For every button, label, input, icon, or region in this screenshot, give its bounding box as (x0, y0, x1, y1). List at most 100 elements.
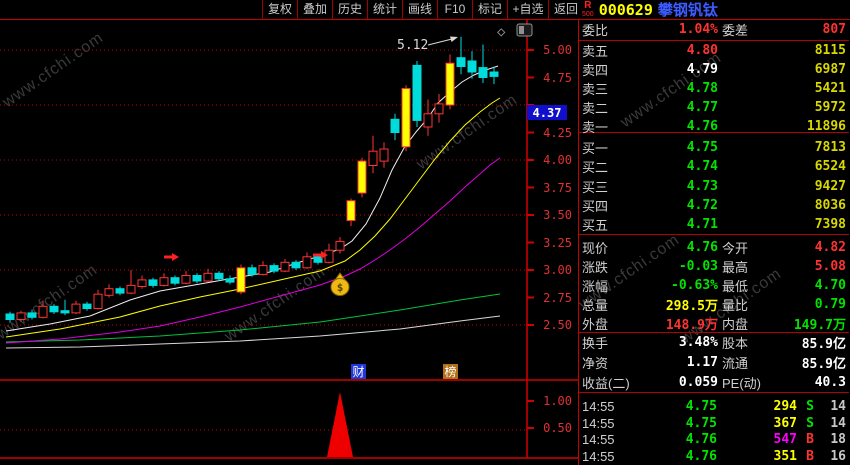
rights-flag: R 500 (582, 0, 594, 19)
toolbar: 复权 叠加 历史 统计 画线 F10 标记 +自选 返回 (0, 0, 850, 20)
sell3-label: 卖三 (582, 82, 609, 97)
svg-text:2.50: 2.50 (543, 318, 572, 332)
current-price-value: 4.76 (686, 240, 718, 255)
tick-time: 14:55 (582, 449, 615, 465)
net-asset-value: 1.17 (686, 355, 718, 370)
sell-row-1[interactable]: 卖一 4.76 11896 (579, 117, 849, 136)
high-label: 最高 (722, 260, 749, 275)
chart-svg: $ 5.12 4.37 5.00 4.75 4.25 4.00 3.75 3.50 3.25… (0, 19, 578, 459)
sell-row-3[interactable]: 卖三 4.78 5421 (579, 79, 849, 98)
sell-row-4[interactable]: 卖四 4.79 6987 (579, 60, 849, 79)
turnover-label: 换手 (582, 336, 609, 352)
tick-volume: 547 (773, 432, 797, 448)
eps-value: 0.059 (678, 374, 718, 390)
flag-r-label: R (584, 0, 592, 11)
buy1-label: 买一 (582, 141, 609, 157)
cai-badge[interactable]: 财 (352, 365, 364, 379)
tick-count: 16 (830, 449, 846, 465)
buy-row-2[interactable]: 买二 4.74 6524 (579, 157, 849, 176)
total-shares-label: 股本 (722, 336, 749, 352)
add-watchlist-button[interactable]: +自选 (507, 0, 548, 19)
buy-row-3[interactable]: 买三 4.73 9427 (579, 176, 849, 195)
tick-row: 14:55 4.75 367 S 14 (579, 415, 849, 432)
buy-signal-arrows (164, 251, 328, 261)
weibi-section: 委比 1.04% 委差 807 (579, 19, 849, 41)
chart-corner-icons: ◇ (497, 23, 533, 40)
change-value: -0.03 (678, 259, 718, 274)
low-label: 最低 (722, 279, 749, 294)
sell3-volume: 5421 (814, 81, 846, 96)
svg-text:$: $ (337, 281, 344, 294)
buy1-volume: 7813 (814, 140, 846, 156)
ma-magenta (5, 157, 501, 344)
restore-rights-button[interactable]: 复权 (262, 0, 297, 19)
history-button[interactable]: 历史 (332, 0, 367, 19)
buy-row-4[interactable]: 买四 4.72 8036 (579, 196, 849, 215)
weicha-label: 委差 (722, 23, 749, 38)
svg-text:4.00: 4.00 (543, 153, 572, 167)
tick-side: B (806, 432, 814, 448)
change-label: 涨跌 (582, 260, 609, 275)
mark-button[interactable]: 标记 (472, 0, 507, 19)
tick-count: 18 (830, 432, 846, 448)
fin-row: 收益(二) 0.059 PE(动) 40.3 (579, 372, 849, 392)
sell-row-2[interactable]: 卖二 4.77 5972 (579, 98, 849, 117)
total-shares-value: 85.9亿 (801, 337, 846, 353)
stat-row: 涨跌 -0.03 最高 5.08 (579, 257, 849, 276)
float-shares-value: 85.9亿 (801, 357, 846, 372)
bang-badge[interactable]: 榜 (444, 364, 456, 379)
sell-row-5[interactable]: 卖五 4.80 8115 (579, 41, 849, 60)
buy2-label: 买二 (582, 160, 609, 176)
fin-row: 换手 3.48% 股本 85.9亿 (579, 333, 849, 353)
tick-list-section: 14:55 4.75 294 S 14 14:55 4.75 367 S 14 … (579, 393, 849, 465)
buy5-volume: 7398 (814, 216, 846, 232)
inner-volume-label: 内盘 (722, 317, 749, 332)
bang-badge-bg[interactable] (443, 364, 458, 379)
stock-name: 攀钢钒钛 (657, 2, 718, 19)
tick-time: 14:55 (582, 398, 615, 414)
buy1-price: 4.75 (686, 140, 718, 156)
tick-side: S (806, 415, 814, 431)
tick-count: 14 (830, 415, 846, 431)
buy-row-1[interactable]: 买一 4.75 7813 (579, 138, 849, 157)
stat-row: 涨幅 -0.63% 最低 4.70 (579, 276, 849, 295)
f10-button[interactable]: F10 (437, 0, 472, 19)
open-label: 今开 (722, 241, 749, 256)
sell2-label: 卖二 (582, 101, 609, 116)
diamond-icon[interactable]: ◇ (497, 24, 506, 40)
weicha-value: 807 (822, 22, 846, 37)
sell5-label: 卖五 (582, 44, 609, 59)
sell1-label: 卖一 (582, 120, 609, 135)
buy4-label: 买四 (582, 198, 609, 214)
pe-value: 40.3 (814, 374, 846, 390)
pe-label: PE(动) (722, 375, 762, 391)
cai-badge-bg[interactable] (351, 364, 366, 379)
buy2-volume: 6524 (814, 159, 846, 175)
tick-count: 14 (830, 398, 846, 414)
ma-green (5, 293, 501, 343)
draw-line-button[interactable]: 画线 (402, 0, 437, 19)
statistics-button[interactable]: 统计 (367, 0, 402, 19)
sell5-volume: 8115 (814, 43, 846, 58)
overlay-button[interactable]: 叠加 (297, 0, 332, 19)
indicator-badges: 财 榜 (351, 364, 458, 379)
sell4-label: 卖四 (582, 63, 609, 78)
tick-time: 14:55 (582, 415, 615, 431)
sell2-price: 4.77 (686, 100, 718, 115)
tick-row: 14:55 4.76 547 B 18 (579, 432, 849, 449)
tick-price: 4.76 (685, 432, 717, 448)
eps-label: 收益(二) (582, 375, 630, 391)
tick-side: S (806, 398, 814, 414)
sell2-volume: 5972 (814, 100, 846, 115)
weibi-label: 委比 (582, 23, 609, 38)
annotation-arrow-head (450, 36, 458, 42)
buy-row-5[interactable]: 买五 4.71 7398 (579, 215, 849, 234)
buy-orders-section: 买一 4.75 7813 买二 4.74 6524 买三 4.73 9427 买… (579, 133, 849, 235)
ma-lines (5, 65, 501, 349)
sell-orders-section: 卖五 4.80 8115 卖四 4.79 6987 卖三 4.78 5421 卖… (579, 41, 849, 136)
ma-yellow (5, 97, 501, 338)
svg-text:3.25: 3.25 (543, 236, 572, 250)
buy4-volume: 8036 (814, 197, 846, 213)
buy5-label: 买五 (582, 217, 609, 233)
back-button[interactable]: 返回 (548, 0, 583, 19)
